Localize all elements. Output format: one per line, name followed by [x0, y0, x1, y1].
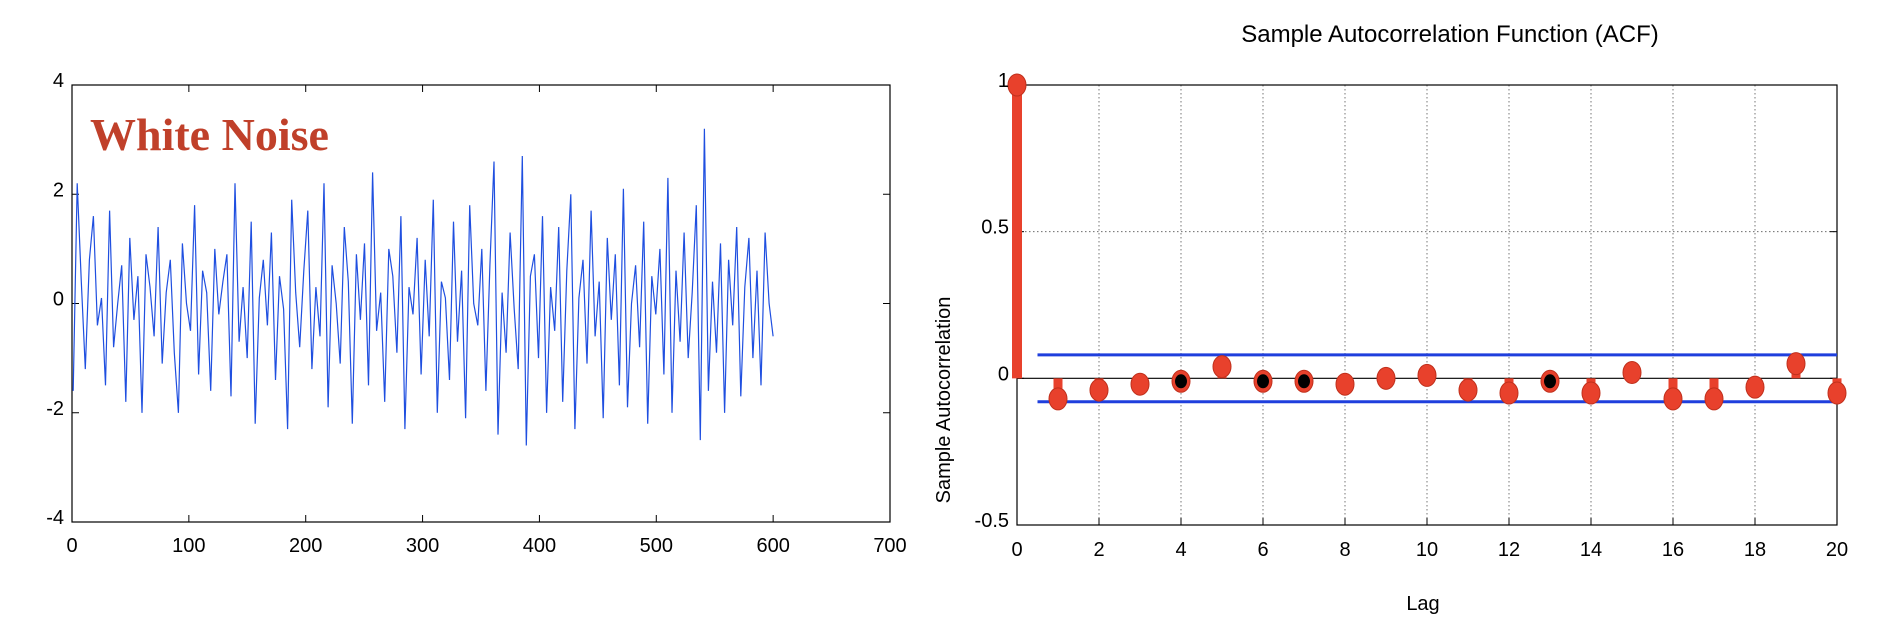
acf-stem-lag-6	[1253, 369, 1273, 393]
acf-stem-lag-2	[1089, 378, 1109, 402]
noise-xtick-label: 200	[289, 535, 322, 557]
acf-stem-marker	[1335, 372, 1355, 396]
noise-ytick-label: -2	[46, 398, 64, 420]
acf-stem-lag-15	[1622, 360, 1642, 384]
noise-xtick-label: 500	[640, 535, 673, 557]
acf-stem-lag-14	[1581, 378, 1601, 405]
acf-ytick-label: 0.5	[981, 217, 1009, 239]
acf-stem-marker	[1212, 355, 1232, 379]
acf-stem-marker	[1417, 363, 1437, 387]
acf-stem-marker	[1007, 73, 1027, 97]
noise-ytick-label: 0	[53, 289, 64, 311]
acf-stem-lag-4	[1171, 369, 1191, 393]
acf-xtick-label: 4	[1175, 539, 1186, 561]
acf-stem-lag-12	[1499, 378, 1519, 405]
acf-confidence-bounds	[1037, 353, 1837, 404]
acf-stem-marker	[1048, 387, 1068, 411]
acf-xtick-label: 0	[1011, 539, 1022, 561]
acf-stem-lag-16	[1663, 378, 1683, 411]
acf-stem-marker	[1130, 372, 1150, 396]
acf-stem-marker	[1458, 378, 1478, 402]
acf-stem-lag-9	[1376, 366, 1396, 390]
acf-stem-marker	[1581, 381, 1601, 405]
acf-stem-lag-10	[1417, 363, 1437, 387]
noise-xtick-label: 400	[523, 535, 556, 557]
acf-stem-lag-20	[1827, 378, 1847, 405]
acf-stem-lag-19	[1786, 352, 1806, 379]
acf-stem-lag-8	[1335, 372, 1355, 396]
noise-ytick-label: 2	[53, 179, 64, 201]
noise-ticks	[71, 84, 891, 523]
acf-stem-lag-17	[1704, 378, 1724, 411]
noise-ytick-label: 4	[53, 70, 64, 92]
acf-xtick-label: 18	[1744, 539, 1766, 561]
acf-xtick-label: 10	[1416, 539, 1438, 561]
acf-black-marker	[1298, 374, 1310, 389]
acf-stem-marker	[1499, 381, 1519, 405]
acf-stem-marker	[1827, 381, 1847, 405]
acf-stem-lag-1	[1048, 378, 1068, 411]
noise-xtick-label: 300	[406, 535, 439, 557]
white-noise-panel: 0 100 200 300 400 500 600 700 4 2 0 -2 -4 White Nois…	[46, 70, 906, 557]
acf-stem-marker	[1089, 378, 1109, 402]
acf-xlabel: Lag	[1406, 593, 1439, 615]
acf-stem-lag-18	[1745, 375, 1765, 399]
acf-stem-marker	[1704, 387, 1724, 411]
acf-title: Sample Autocorrelation Function (ACF)	[1241, 21, 1659, 48]
noise-xtick-label: 0	[66, 535, 77, 557]
acf-ytick-label: 0	[998, 363, 1009, 385]
acf-stem-marker	[1786, 352, 1806, 376]
noise-xtick-label: 100	[172, 535, 205, 557]
acf-stem-marker	[1745, 375, 1765, 399]
white-noise-annotation: White Noise	[90, 109, 329, 160]
acf-black-marker	[1544, 374, 1556, 389]
acf-ytick-label: -0.5	[975, 510, 1009, 532]
acf-black-marker	[1257, 374, 1269, 389]
acf-xtick-label: 2	[1093, 539, 1104, 561]
acf-xtick-label: 6	[1257, 539, 1268, 561]
acf-ytick-label: 1	[998, 70, 1009, 92]
acf-stem-marker	[1376, 366, 1396, 390]
acf-panel: Sample Autocorrelation Function (ACF) 0 2…	[933, 21, 1848, 615]
acf-stem-lag-0	[1007, 73, 1027, 379]
acf-stem-marker	[1622, 360, 1642, 384]
noise-xtick-label: 700	[873, 535, 906, 557]
acf-stem-lag-3	[1130, 372, 1150, 396]
acf-stem-lag-11	[1458, 378, 1478, 402]
acf-xtick-label: 12	[1498, 539, 1520, 561]
acf-stem-lag-13	[1540, 369, 1560, 393]
acf-black-marker	[1175, 374, 1187, 389]
acf-xtick-label: 14	[1580, 539, 1602, 561]
acf-xtick-label: 16	[1662, 539, 1684, 561]
acf-stem-lag-5	[1212, 355, 1232, 379]
acf-grid	[1016, 84, 1838, 526]
noise-series-line	[72, 128, 774, 446]
noise-xtick-label: 600	[756, 535, 789, 557]
acf-stem-lag-7	[1294, 369, 1314, 393]
acf-stem-marker	[1663, 387, 1683, 411]
acf-ylabel: Sample Autocorrelation	[933, 297, 955, 504]
acf-stems	[1007, 73, 1847, 411]
noise-tick-labels: 0 100 200 300 400 500 600 700 4 2 0 -2 -4	[46, 70, 906, 557]
noise-ytick-label: -4	[46, 507, 64, 529]
acf-xtick-label: 20	[1826, 539, 1848, 561]
acf-xtick-label: 8	[1339, 539, 1350, 561]
